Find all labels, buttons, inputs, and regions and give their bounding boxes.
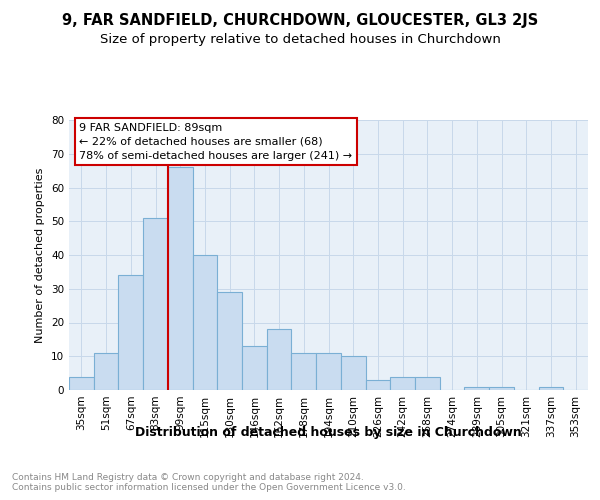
- Bar: [464, 386, 489, 390]
- Bar: [217, 292, 242, 390]
- Bar: [316, 353, 341, 390]
- Text: 9, FAR SANDFIELD, CHURCHDOWN, GLOUCESTER, GL3 2JS: 9, FAR SANDFIELD, CHURCHDOWN, GLOUCESTER…: [62, 12, 538, 28]
- Bar: [143, 218, 168, 390]
- Bar: [292, 353, 316, 390]
- Bar: [69, 376, 94, 390]
- Bar: [118, 275, 143, 390]
- Bar: [242, 346, 267, 390]
- Text: Distribution of detached houses by size in Churchdown: Distribution of detached houses by size …: [136, 426, 522, 439]
- Y-axis label: Number of detached properties: Number of detached properties: [35, 168, 46, 342]
- Bar: [365, 380, 390, 390]
- Bar: [390, 376, 415, 390]
- Text: Contains HM Land Registry data © Crown copyright and database right 2024.
Contai: Contains HM Land Registry data © Crown c…: [12, 472, 406, 492]
- Bar: [341, 356, 365, 390]
- Text: 9 FAR SANDFIELD: 89sqm
← 22% of detached houses are smaller (68)
78% of semi-det: 9 FAR SANDFIELD: 89sqm ← 22% of detached…: [79, 122, 353, 160]
- Text: Size of property relative to detached houses in Churchdown: Size of property relative to detached ho…: [100, 32, 500, 46]
- Bar: [193, 255, 217, 390]
- Bar: [267, 329, 292, 390]
- Bar: [489, 386, 514, 390]
- Bar: [168, 167, 193, 390]
- Bar: [415, 376, 440, 390]
- Bar: [94, 353, 118, 390]
- Bar: [539, 386, 563, 390]
